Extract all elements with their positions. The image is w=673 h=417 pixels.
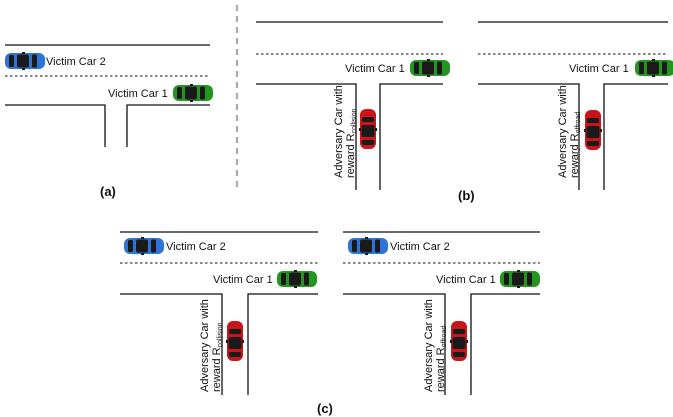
- victim-car-2-label: Victim Car 2: [390, 241, 450, 253]
- adversary-label-line2: reward Rcollision: [211, 322, 224, 392]
- panel-c-right: Victim Car 2 Victim Car 1 Adversary Car …: [317, 231, 540, 416]
- road-corner-left: [343, 293, 446, 395]
- road-corner-left: [256, 83, 357, 190]
- victim-car-2-icon: [348, 237, 388, 255]
- road-corner-right: [379, 83, 443, 190]
- adversary-car-icon: [359, 109, 377, 149]
- road-corner-right: [247, 293, 318, 395]
- victim-car-1-label: Victim Car 1: [345, 63, 405, 75]
- adversary-car-icon: [450, 321, 468, 361]
- victim-car-1-icon: [173, 84, 213, 102]
- adversary-label-line1: Adversary Car with: [333, 85, 345, 178]
- adversary-label-line2: reward Roffroad: [569, 112, 582, 178]
- panel-c-left: Victim Car 2 Victim Car 1 Adversary Car …: [120, 231, 318, 395]
- caption-c: (c): [317, 401, 333, 416]
- road-corner-right: [470, 293, 540, 395]
- adversary-label-line2: reward Rcollision: [345, 108, 358, 178]
- panel-b-right: Victim Car 1 Adversary Car with reward R…: [458, 21, 673, 203]
- panel-b-left: Victim Car 1 Adversary Car with reward R…: [256, 21, 450, 190]
- victim-car-1-icon: [277, 270, 317, 288]
- victim-car-1-label: Victim Car 1: [569, 63, 629, 75]
- road-corner-left: [478, 83, 580, 190]
- victim-car-1-label: Victim Car 1: [213, 274, 273, 286]
- adversary-label-line1: Adversary Car with: [557, 85, 569, 178]
- adversary-label-line2: reward Roffroad: [435, 326, 448, 392]
- road-corner-left: [120, 293, 223, 395]
- victim-car-1-icon: [410, 59, 450, 77]
- road-corner-left: [5, 104, 106, 147]
- victim-car-2-icon: [5, 52, 45, 70]
- victim-car-2-label: Victim Car 2: [166, 241, 226, 253]
- panel-a: Victim Car 2 Victim Car 1 (a): [5, 44, 213, 199]
- victim-car-1-icon: [635, 59, 673, 77]
- adversary-label-line1: Adversary Car with: [423, 299, 435, 392]
- caption-b: (b): [458, 188, 475, 203]
- victim-car-1-label: Victim Car 1: [108, 88, 168, 100]
- victim-car-2-icon: [124, 237, 164, 255]
- road-corner-right: [603, 83, 668, 190]
- adversary-car-icon: [584, 110, 602, 150]
- victim-car-1-label: Victim Car 1: [436, 274, 496, 286]
- caption-a: (a): [100, 184, 116, 199]
- adversary-label-line1: Adversary Car with: [199, 299, 211, 392]
- victim-car-1-icon: [500, 270, 540, 288]
- victim-car-2-label: Victim Car 2: [46, 56, 106, 68]
- adversary-car-icon: [226, 321, 244, 361]
- road-corner-right: [126, 104, 210, 147]
